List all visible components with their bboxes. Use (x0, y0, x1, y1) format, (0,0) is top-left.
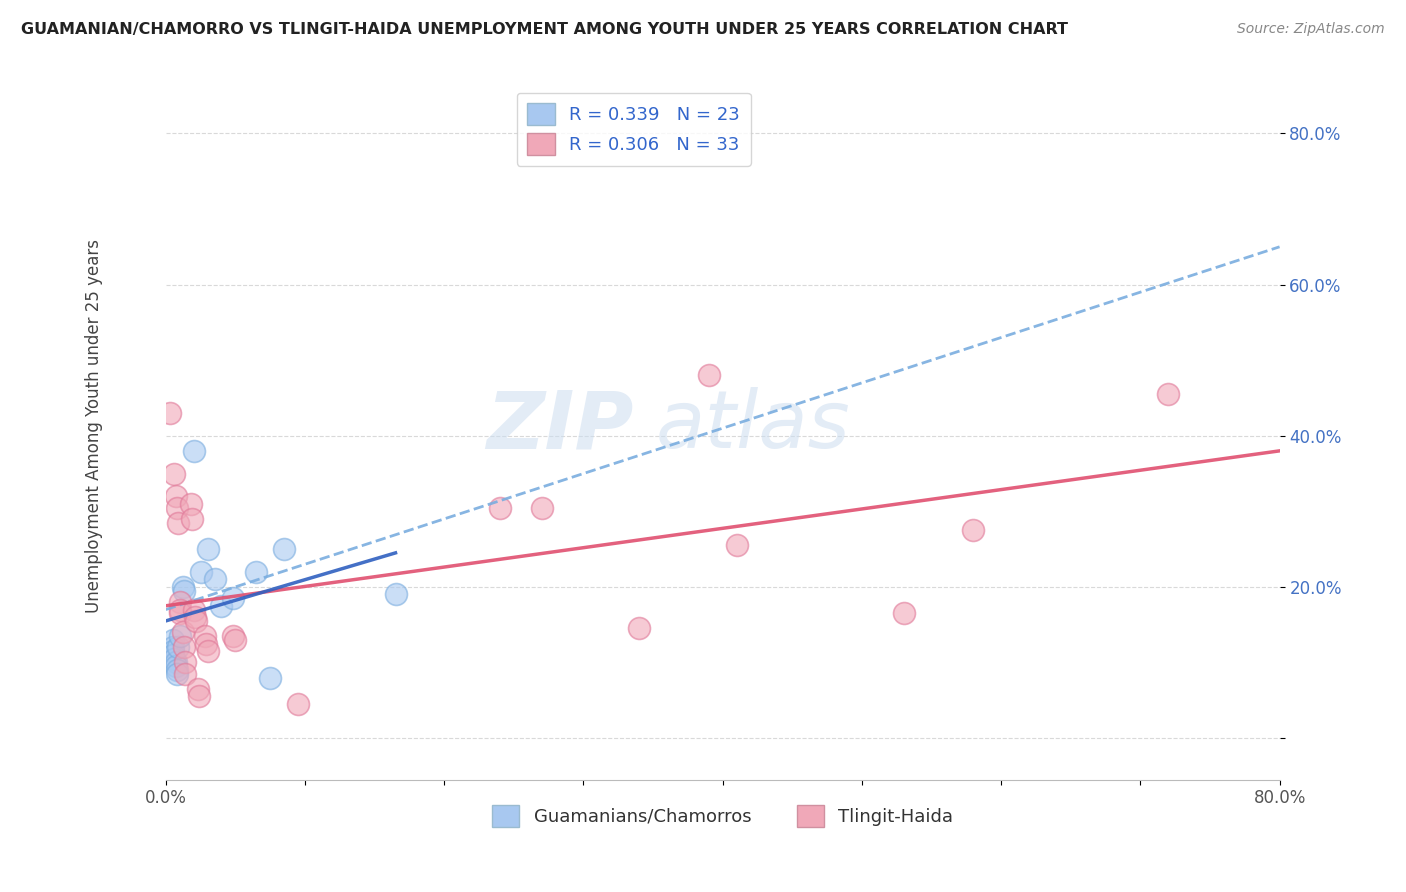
Point (167, 516, 190, 530)
Point (221, 591, 243, 606)
Text: Source: ZipAtlas.com: Source: ZipAtlas.com (1237, 22, 1385, 37)
Point (166, 500, 188, 515)
Point (197, 644, 219, 658)
Point (188, 690, 211, 704)
Text: GUAMANIAN/CHAMORRO VS TLINGIT-HAIDA UNEMPLOYMENT AMONG YOUTH UNDER 25 YEARS CORR: GUAMANIAN/CHAMORRO VS TLINGIT-HAIDA UNEM… (21, 22, 1069, 37)
Point (211, 599, 233, 613)
Point (259, 671, 281, 685)
Point (697, 368, 720, 383)
Legend: Guamanians/Chamorros, Tlingit-Haida: Guamanians/Chamorros, Tlingit-Haida (485, 797, 960, 834)
Point (172, 625, 194, 640)
Point (173, 640, 195, 655)
Point (169, 629, 191, 643)
Point (169, 602, 191, 616)
Point (190, 565, 212, 579)
Point (183, 443, 205, 458)
Point (184, 610, 207, 624)
Point (162, 632, 184, 647)
Point (962, 523, 984, 537)
Y-axis label: Unemployment Among Youth under 25 years: Unemployment Among Youth under 25 years (86, 239, 103, 614)
Point (1157, 387, 1180, 401)
Point (384, 587, 406, 601)
Point (173, 583, 195, 598)
Point (204, 572, 226, 586)
Point (167, 640, 190, 655)
Point (169, 595, 191, 609)
Point (195, 636, 218, 650)
Point (162, 648, 184, 662)
Point (186, 614, 208, 628)
Point (287, 697, 309, 711)
Point (489, 500, 512, 515)
Point (169, 607, 191, 621)
Text: atlas: atlas (655, 387, 851, 466)
Point (174, 666, 197, 681)
Point (162, 644, 184, 658)
Point (166, 666, 188, 681)
Point (273, 542, 295, 557)
Point (162, 640, 184, 655)
Text: ZIP: ZIP (486, 387, 634, 466)
Point (183, 602, 205, 616)
Point (187, 681, 209, 696)
Point (165, 656, 187, 670)
Point (166, 663, 188, 677)
Point (530, 500, 553, 515)
Point (245, 565, 267, 579)
Point (163, 651, 186, 665)
Point (893, 607, 915, 621)
Point (163, 467, 186, 481)
Point (180, 497, 202, 511)
Point (165, 489, 187, 503)
Point (174, 656, 197, 670)
Point (159, 406, 181, 420)
Point (197, 542, 219, 557)
Point (181, 512, 204, 526)
Point (224, 632, 246, 647)
Point (221, 629, 243, 643)
Point (628, 622, 651, 636)
Point (194, 629, 217, 643)
Point (165, 659, 187, 673)
Point (725, 538, 748, 552)
Point (172, 580, 194, 594)
